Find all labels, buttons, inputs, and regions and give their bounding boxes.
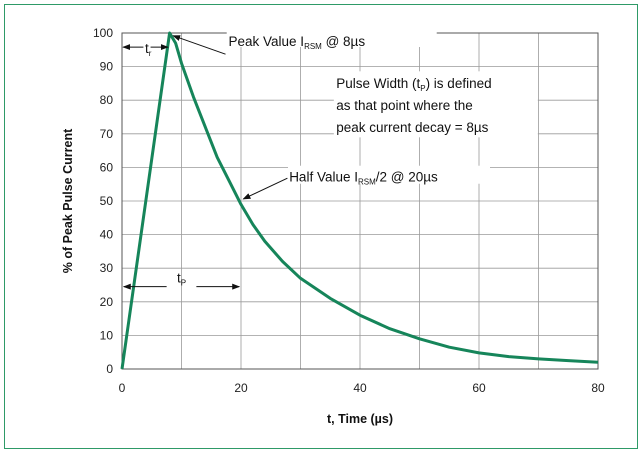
half-value-label-background: [288, 165, 491, 184]
peak-value-label: Peak Value IRSM @ 8µs: [229, 34, 366, 51]
x-tick-label: 60: [472, 381, 486, 395]
y-tick-label: 30: [100, 261, 114, 275]
y-tick-label: 60: [100, 160, 114, 174]
x-tick-label: 20: [234, 381, 248, 395]
y-tick-label: 80: [100, 93, 114, 107]
pulse-width-label-background: [333, 71, 538, 138]
pulse-width-definition-line-2: as that point where the: [336, 98, 473, 113]
x-tick-label: 0: [119, 381, 126, 395]
series-line: [120, 31, 599, 370]
y-tick-label: 70: [100, 127, 114, 141]
peak-label-background: [226, 27, 437, 47]
half-value-label: Half Value IRSM/2 @ 20µs: [289, 170, 438, 187]
peak-arrow: [172, 35, 226, 55]
pulse-width-definition-line-1: Pulse Width (tP) is defined: [336, 76, 491, 93]
y-tick-label: 90: [100, 60, 114, 74]
y-tick-label: 0: [106, 362, 113, 376]
y-tick-label: 40: [100, 228, 114, 242]
x-tick-label: 80: [591, 381, 605, 395]
y-tick-label: 50: [100, 194, 114, 208]
y-tick-label: 10: [100, 328, 114, 342]
y-axis-label: % of Peak Pulse Current: [61, 128, 75, 273]
y-tick-label: 20: [100, 295, 114, 309]
tp-label: tP: [177, 271, 186, 288]
pulse-width-definition-line-3: peak current decay = 8µs: [336, 120, 488, 135]
x-axis-label: t, Time (µs): [327, 412, 393, 426]
annotations: tr tP Peak Value IRSM @ 8µs Pulse Width …: [122, 27, 538, 290]
y-tick-label: 100: [93, 26, 113, 40]
half-value-arrow: [242, 177, 288, 200]
tr-label: tr: [145, 41, 152, 58]
x-tick-label: 40: [353, 381, 367, 395]
tick-labels: 0 20 40 60 80 0 10 20 30 40 50 60 70 80 90 100: [93, 26, 605, 395]
